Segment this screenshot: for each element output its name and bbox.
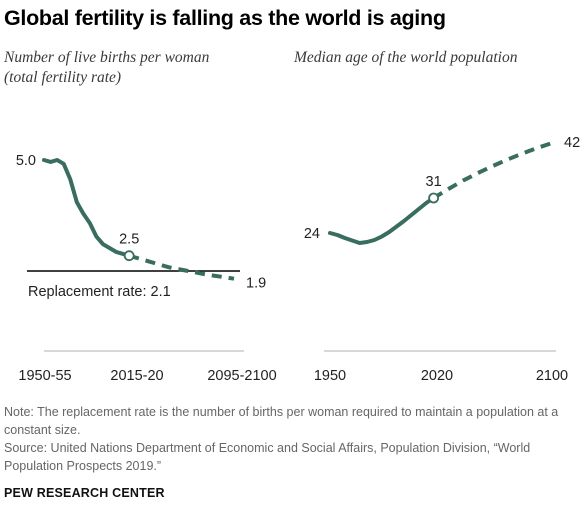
fertility-xtick-3: 2095-2100 [207, 368, 276, 384]
replacement-rate-label: Replacement rate: 2.1 [28, 284, 171, 300]
source-text: Source: United Nations Department of Eco… [4, 441, 531, 473]
fertility-label-start: 5.0 [16, 153, 36, 169]
fertility-marker-2015 [123, 250, 135, 262]
fertility-xtick-2: 2015-20 [110, 368, 163, 384]
footnotes: Note: The replacement rate is the number… [4, 403, 574, 475]
fertility-label-mid: 2.5 [119, 232, 139, 248]
median-age-xtick-3: 2100 [536, 368, 568, 384]
median-age-line-dashed [432, 141, 553, 200]
fertility-line-dashed [128, 253, 235, 281]
median-age-xtick-1: 1950 [314, 368, 346, 384]
fertility-label-end: 1.9 [246, 276, 266, 292]
fertility-subtitle: Number of live births per woman (total f… [4, 49, 210, 86]
median-age-line-solid [328, 196, 436, 245]
note-text: Note: The replacement rate is the number… [4, 405, 559, 437]
fertility-line-solid [42, 158, 132, 258]
median-age-xtick-2: 2020 [421, 368, 453, 384]
median-age-subtitle: Median age of the world population [294, 49, 518, 66]
median-age-label-end: 42 [564, 135, 580, 151]
chart-title: Global fertility is falling as the world… [4, 6, 446, 30]
median-age-marker-2020 [428, 192, 440, 204]
brand-logo-text: PEW RESEARCH CENTER [4, 486, 165, 500]
fertility-chart: Replacement rate: 2.1 5.0 2.5 1.9 1950-5… [16, 153, 277, 384]
median-age-label-start: 24 [304, 226, 320, 242]
median-age-label-mid: 31 [426, 174, 442, 190]
median-age-chart: 24 31 42 1950 2020 2100 [304, 135, 580, 384]
fertility-xtick-1: 1950-55 [18, 368, 71, 384]
